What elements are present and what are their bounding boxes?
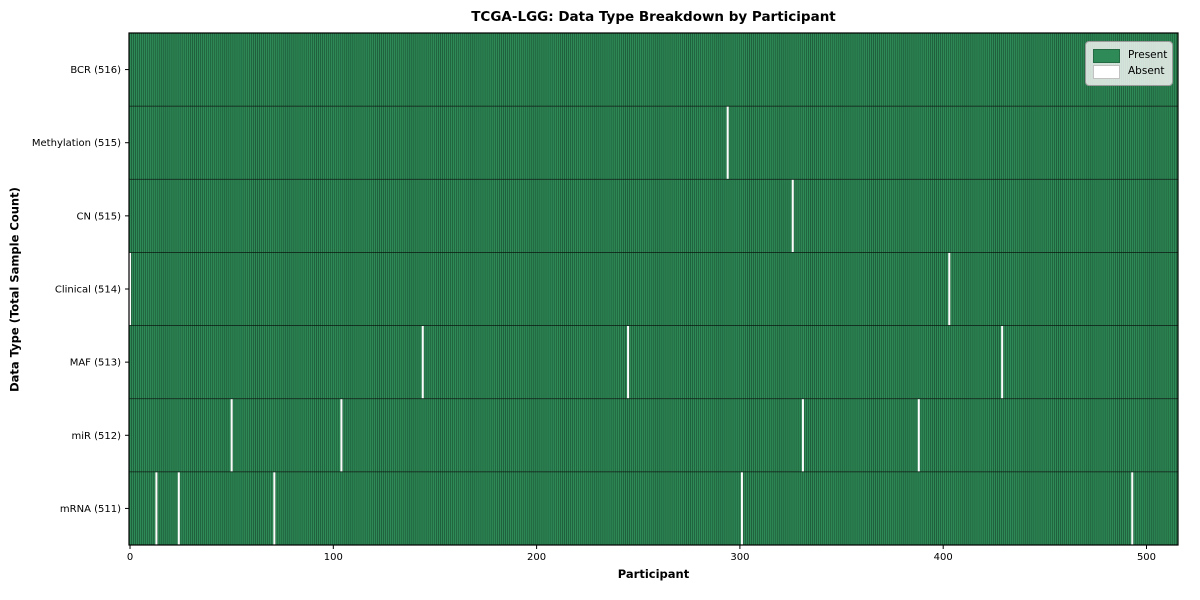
absent-cell: [791, 179, 794, 253]
x-tick-label: 100: [324, 552, 343, 563]
legend-label-present: Present: [1128, 49, 1168, 62]
absent-cell: [155, 472, 158, 545]
absent-cell: [627, 325, 630, 399]
absent-cell: [421, 325, 424, 399]
absent-cell: [1131, 472, 1134, 545]
legend-swatch-absent: [1093, 64, 1120, 79]
x-tick-label: 0: [127, 552, 133, 563]
legend-label-absent: Absent: [1128, 65, 1165, 78]
legend-entry-present: Present: [1093, 48, 1168, 63]
x-tick-label: 400: [934, 552, 953, 563]
absent-cell: [801, 399, 804, 472]
heatmap-row: [129, 106, 1178, 180]
y-tick-label: Methylation (515): [32, 138, 121, 149]
plot-border: [128, 32, 1179, 546]
y-tick-label: MAF (513): [70, 358, 121, 369]
absent-cell: [230, 399, 233, 472]
heatmap-row: [129, 398, 1178, 472]
absent-cell: [1001, 325, 1004, 399]
y-tick-label: CN (515): [76, 211, 121, 222]
x-tick-label: 500: [1137, 552, 1156, 563]
chart-title: TCGA-LGG: Data Type Breakdown by Partici…: [471, 9, 836, 25]
absent-cell: [177, 472, 180, 545]
heatmap-row: [129, 252, 1178, 326]
y-tick-label: miR (512): [71, 431, 121, 442]
legend: Present Absent: [1085, 41, 1173, 86]
absent-cell: [948, 252, 951, 326]
heatmap-row: [129, 325, 1178, 399]
x-tick-label: 300: [730, 552, 749, 563]
absent-cell: [726, 106, 729, 179]
absent-cell: [740, 472, 743, 545]
legend-entry-absent: Absent: [1093, 64, 1165, 79]
y-tick-label: BCR (516): [70, 65, 121, 76]
heatmap-row: [129, 471, 1178, 545]
absent-cell: [273, 472, 276, 545]
x-axis-label: Participant: [617, 567, 690, 581]
y-tick-label: mRNA (511): [60, 504, 121, 515]
heatmap-row: [129, 179, 1178, 253]
absent-cell: [129, 252, 132, 326]
absent-cell: [340, 399, 343, 472]
y-axis-label: Data Type (Total Sample Count): [7, 187, 22, 392]
absent-cell: [917, 399, 920, 472]
y-tick-label: Clinical (514): [55, 285, 121, 296]
legend-swatch-present: [1093, 48, 1120, 63]
heatmap-row: [129, 33, 1178, 107]
x-tick-label: 200: [527, 552, 546, 563]
